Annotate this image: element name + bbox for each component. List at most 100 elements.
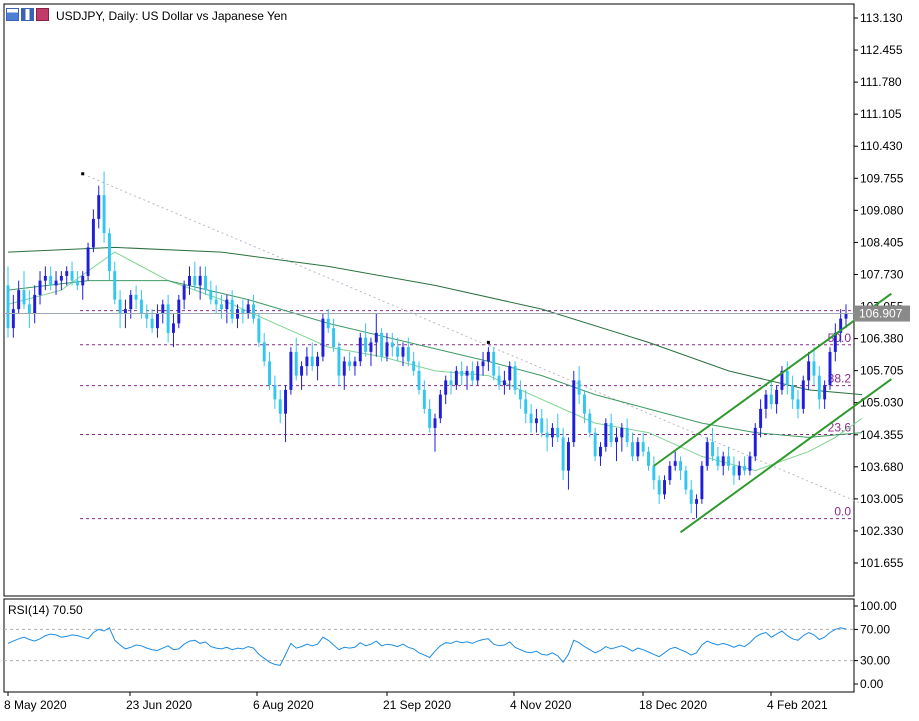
price-tick-label: 111.780 bbox=[860, 75, 902, 89]
candle-body bbox=[727, 456, 731, 466]
candle-body bbox=[81, 275, 85, 286]
candle-body bbox=[27, 304, 31, 314]
candle-body bbox=[278, 399, 282, 414]
chart-title: USDJPY, Daily: US Dollar vs Japanese Yen bbox=[56, 9, 288, 23]
candle-body bbox=[833, 332, 837, 352]
candle-body bbox=[615, 437, 618, 443]
candle-body bbox=[582, 394, 586, 414]
candle-body bbox=[220, 304, 223, 310]
candle-body bbox=[470, 370, 474, 381]
candle-body bbox=[647, 451, 650, 466]
price-tick-label: 111.105 bbox=[860, 107, 902, 121]
candle-body bbox=[364, 337, 368, 352]
price-tick-label: 103.680 bbox=[860, 460, 904, 474]
rsi-tick-label: 30.00 bbox=[860, 654, 890, 668]
candle-body bbox=[502, 380, 506, 386]
rsi-tick-label: 70.00 bbox=[860, 622, 890, 636]
candle-body bbox=[390, 342, 394, 348]
candle-body bbox=[166, 304, 170, 333]
candle-body bbox=[204, 275, 207, 291]
candle-body bbox=[657, 480, 661, 495]
candle-body bbox=[769, 394, 773, 405]
candle-body bbox=[753, 427, 757, 457]
candle-body bbox=[700, 465, 704, 500]
candle-body bbox=[620, 427, 624, 438]
candle-body bbox=[38, 280, 42, 295]
candle-body bbox=[70, 271, 74, 281]
candle-body bbox=[230, 299, 234, 319]
window-cascade-icon[interactable] bbox=[21, 8, 34, 21]
candle-body bbox=[150, 318, 154, 329]
candle-body bbox=[102, 195, 106, 234]
price-tick-label: 109.755 bbox=[860, 171, 904, 185]
candle-body bbox=[476, 366, 480, 381]
candle-body bbox=[417, 370, 421, 390]
window-tile-icon[interactable] bbox=[6, 8, 19, 21]
candle-body bbox=[705, 442, 709, 466]
candle-body bbox=[300, 366, 304, 376]
candle-body bbox=[289, 351, 293, 390]
price-tick-label: 112.455 bbox=[860, 43, 903, 57]
candle-body bbox=[268, 361, 272, 386]
moving-average-line bbox=[7, 246, 863, 396]
current-price-label: 106.907 bbox=[859, 307, 903, 321]
candle-body bbox=[449, 380, 453, 386]
candle-body bbox=[732, 465, 736, 476]
candle-body bbox=[540, 418, 544, 433]
trendline-dotted bbox=[87, 175, 863, 505]
candle-body bbox=[588, 413, 592, 433]
current-price-tag bbox=[854, 305, 910, 322]
candle-body bbox=[572, 380, 576, 443]
candle-body bbox=[193, 275, 197, 286]
candle-body bbox=[134, 294, 138, 300]
candle-body bbox=[534, 418, 538, 424]
fib-level-label: 23.6 bbox=[828, 421, 852, 435]
candle-body bbox=[257, 318, 261, 343]
candle-body bbox=[161, 304, 165, 314]
candle-body bbox=[65, 271, 69, 276]
candle-body bbox=[652, 465, 656, 481]
candle-body bbox=[59, 275, 63, 281]
candle-body bbox=[198, 275, 202, 286]
candle-body bbox=[454, 370, 458, 386]
rsi-tick-label: 0.00 bbox=[860, 677, 884, 691]
candle-body bbox=[396, 347, 400, 357]
candle-body bbox=[321, 318, 325, 357]
main-plot-frame bbox=[3, 3, 855, 597]
candle-body bbox=[358, 337, 362, 362]
candle-body bbox=[497, 375, 501, 386]
date-tick-label: 6 Aug 2020 bbox=[253, 698, 314, 712]
candle-body bbox=[839, 318, 843, 333]
candle-body bbox=[374, 332, 378, 343]
candle-body bbox=[342, 361, 346, 376]
candle-body bbox=[385, 342, 389, 357]
candle-body bbox=[86, 247, 90, 276]
price-tick-label: 113.130 bbox=[860, 11, 903, 25]
candle-body bbox=[604, 423, 608, 447]
candle-body bbox=[695, 499, 699, 504]
anchor-marker bbox=[486, 340, 490, 344]
chart-type-icon[interactable] bbox=[36, 8, 49, 21]
candle-body bbox=[812, 361, 816, 376]
candle-body bbox=[241, 309, 245, 314]
candle-body bbox=[759, 408, 763, 428]
date-tick-label: 23 Jun 2020 bbox=[126, 698, 192, 712]
candle-body bbox=[609, 423, 613, 443]
candle-body bbox=[43, 275, 47, 281]
candle-body bbox=[433, 418, 437, 428]
candle-body bbox=[401, 347, 405, 357]
candle-body bbox=[332, 328, 336, 348]
candle-body bbox=[513, 366, 517, 390]
candle-body bbox=[550, 427, 554, 438]
candle-body bbox=[252, 304, 255, 319]
candle-body bbox=[636, 442, 640, 457]
candle-body bbox=[641, 442, 645, 452]
header-icons bbox=[6, 8, 50, 22]
candle-body bbox=[529, 413, 533, 424]
channel-upper-line bbox=[653, 292, 892, 467]
candle-body bbox=[625, 427, 629, 443]
candle-body bbox=[75, 280, 79, 286]
candle-body bbox=[353, 361, 357, 367]
